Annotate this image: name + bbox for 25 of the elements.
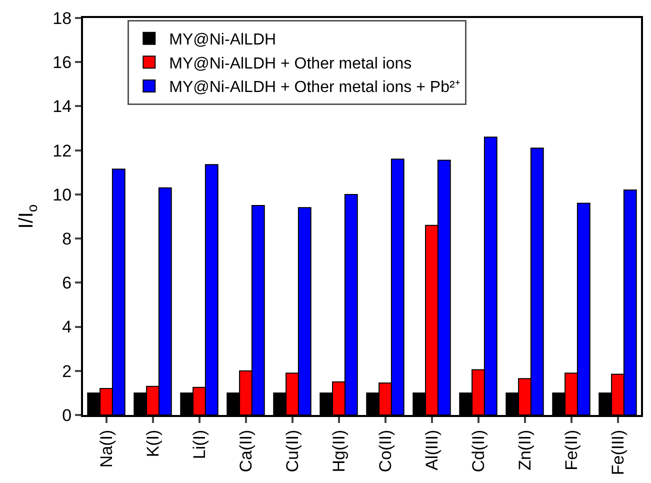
x-tick-label: Hg(II) — [329, 430, 348, 472]
x-tick-label: Ca(II) — [236, 430, 256, 472]
x-tick-label: Cd(II) — [468, 430, 488, 472]
x-tick-label: Fe(II) — [562, 430, 581, 470]
y-tick-label: 16 — [52, 53, 72, 72]
x-tick-label: Cu(II) — [282, 430, 302, 472]
y-tick-label: 6 — [62, 274, 72, 293]
x-tick-label: Na(I) — [96, 430, 116, 468]
y-tick-label: 10 — [52, 185, 72, 204]
x-tick-label: Co(II) — [376, 430, 395, 472]
x-tick-label: K(I) — [143, 430, 162, 458]
legend-label: MY@Ni-AlLDH — [169, 32, 276, 49]
y-tick-label: 2 — [62, 362, 72, 381]
x-tick-label: Fe(III) — [608, 430, 628, 476]
y-tick-label: 18 — [52, 8, 72, 28]
legend-label: MY@Ni-AlLDH + Other metal ions + Pb²⁺ — [169, 79, 460, 96]
y-tick-label: 14 — [52, 97, 72, 116]
y-tick-label: 12 — [52, 141, 72, 160]
y-tick-label: 4 — [62, 318, 72, 337]
x-tick-label: Al(III) — [422, 430, 442, 470]
y-tick-label: 8 — [62, 230, 72, 249]
x-tick-label: Zn(II) — [515, 430, 534, 470]
legend-label: MY@Ni-AlLDH + Other metal ions — [169, 55, 412, 72]
y-tick-label: 0 — [62, 406, 72, 425]
x-tick-label: Li(I) — [190, 430, 209, 460]
